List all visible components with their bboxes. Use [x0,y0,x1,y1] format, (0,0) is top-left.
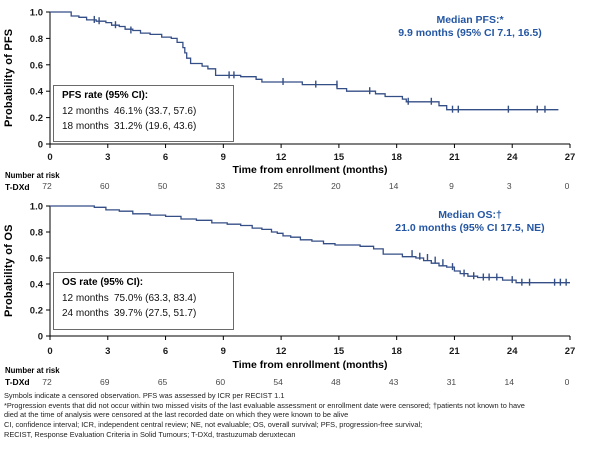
y-tick-label: 0.6 [30,60,43,71]
os-risk-group-label: T-DXd [5,377,30,387]
rate-row-value: 31.2% (19.6, 43.6) [114,121,197,132]
pfs-risk-group-label: T-DXd [5,182,30,192]
risk-count: 48 [331,377,341,387]
risk-count: 65 [158,377,168,387]
risk-count: 14 [504,377,514,387]
x-tick-label: 12 [276,346,287,357]
footnote-line: Symbols indicate a censored observation.… [4,391,285,400]
risk-count: 0 [565,181,570,191]
x-tick-label: 6 [163,152,168,163]
os-chart: 0 0.2 0.4 0.6 0.8 1.0 0 3 6 9 12 15 18 21 24 27 72 69 65 60… [0,195,600,390]
x-tick-label: 0 [47,346,52,357]
rate-row-value: 39.7% (27.5, 51.7) [114,308,197,319]
y-tick-label: 0.2 [30,306,43,317]
risk-count: 20 [331,181,341,191]
y-tick-label: 0 [38,332,43,343]
x-tick-label: 27 [565,152,576,163]
x-tick-label: 12 [276,152,287,163]
x-tick-label: 3 [105,346,110,357]
os-number-at-risk-label: Number at risk [5,366,60,375]
os-median-label: Median OS:† [438,209,502,221]
x-tick-label: 15 [334,346,345,357]
km-curve [50,11,559,111]
risk-count: 14 [389,181,399,191]
risk-count: 69 [100,377,110,387]
pfs-rate-box-title: PFS rate (95% CI): [62,90,149,101]
x-tick-label: 24 [507,152,518,163]
risk-count: 0 [565,377,570,387]
x-tick-label: 15 [334,152,345,163]
risk-count: 72 [42,181,52,191]
os-rate-box-title: OS rate (95% CI): [62,277,144,288]
risk-count: 60 [216,377,226,387]
risk-count: 25 [273,181,283,191]
risk-count: 33 [216,181,226,191]
x-tick-label: 3 [105,152,110,163]
os-rate-box: OS rate (95% CI): 12 months 75.0% (63.3,… [53,272,234,330]
rate-row-label: 18 months [62,121,109,132]
x-tick-label: 0 [47,152,52,163]
risk-count: 43 [389,377,399,387]
x-tick-label: 18 [391,346,402,357]
risk-count: 60 [100,181,110,191]
rate-row-value: 46.1% (33.7, 57.6) [114,106,197,117]
pfs-median-annotation: Median PFS:* 9.9 months (95% CI 7.1, 16.… [345,14,595,40]
footnote-line: died at the time of analysis were censor… [4,410,349,420]
os-x-axis-title: Time from enrollment (months) [232,359,388,371]
rate-row-label: 12 months [62,106,109,117]
footnotes: Symbols indicate a censored observation.… [4,391,598,440]
footnote-line: CI, confidence interval; ICR, independen… [4,420,423,430]
y-tick-label: 0.2 [30,113,43,124]
os-median-annotation: Median OS:† 21.0 months (95% CI 17.5, NE… [345,209,595,235]
y-tick-label: 0.8 [30,34,43,45]
x-tick-label: 21 [449,346,460,357]
footnote-line: *Progression events that did not occur w… [4,400,525,410]
y-tick-label: 0.6 [30,254,43,265]
x-tick-label: 21 [449,152,460,163]
rate-row-label: 12 months [62,293,109,304]
risk-count: 9 [449,181,454,191]
x-tick-label: 18 [391,152,402,163]
os-median-value: 21.0 months (95% CI 17.5, NE) [395,222,545,234]
x-tick-label: 9 [221,152,226,163]
pfs-rate-row: 12 months 46.1% (33.7, 57.6) [62,106,233,117]
rate-row-label: 24 months [62,308,109,319]
risk-count: 31 [447,377,457,387]
x-tick-label: 9 [221,346,226,357]
risk-count: 54 [273,377,283,387]
risk-count: 72 [42,377,52,387]
x-tick-label: 27 [565,346,576,357]
os-y-axis-title: Probability of OS [3,224,15,318]
pfs-y-axis-title: Probability of PFS [3,28,15,128]
pfs-chart: 0 0.2 0.4 0.6 0.8 1.0 0 3 6 9 12 15 18 21 24 27 72 60 50 33… [0,0,600,195]
rate-row-value: 75.0% (63.3, 83.4) [114,293,197,304]
y-tick-label: 0.4 [30,280,44,291]
y-tick-label: 0 [38,140,43,151]
y-tick-label: 0.4 [30,87,44,98]
os-rate-row: 24 months 39.7% (27.5, 51.7) [62,308,233,319]
risk-count: 3 [507,181,512,191]
pfs-median-label: Median PFS:* [436,14,504,26]
y-tick-label: 1.0 [30,8,43,19]
os-rate-row: 12 months 75.0% (63.3, 83.4) [62,293,233,304]
x-tick-label: 6 [163,346,168,357]
x-tick-label: 24 [507,346,518,357]
pfs-median-value: 9.9 months (95% CI 7.1, 16.5) [398,27,542,39]
pfs-rate-row: 18 months 31.2% (19.6, 43.6) [62,121,233,132]
pfs-x-axis-title: Time from enrollment (months) [232,164,388,176]
risk-count: 50 [158,181,168,191]
y-tick-label: 0.8 [30,228,43,239]
y-tick-label: 1.0 [30,202,43,213]
pfs-rate-box: PFS rate (95% CI): 12 months 46.1% (33.7… [53,85,234,142]
footnote-line: RECIST, Response Evaluation Criteria in … [4,429,296,439]
pfs-number-at-risk-label: Number at risk [5,171,60,180]
